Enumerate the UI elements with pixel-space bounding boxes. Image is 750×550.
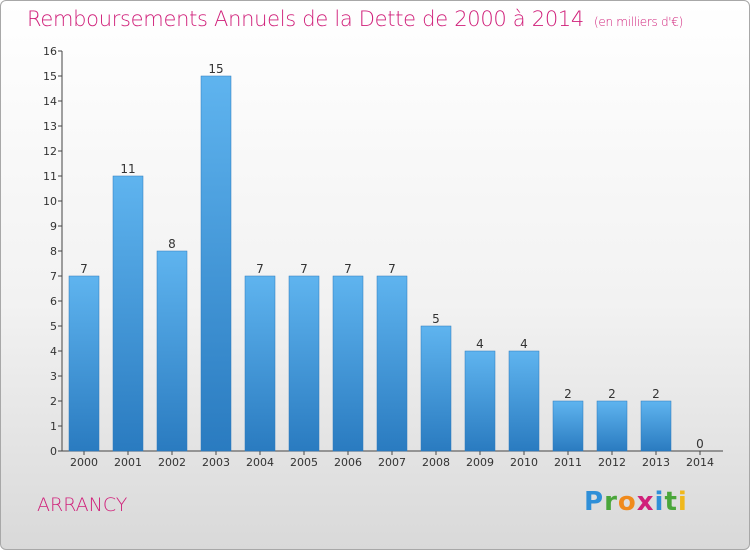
value-label: 5 [432,312,440,326]
bar-2005 [288,275,320,452]
bar-2007 [376,275,408,452]
bar-2003 [200,75,232,452]
y-tick-label: 3 [50,370,57,383]
bar-2002 [156,250,188,452]
x-tick-label: 2006 [334,456,362,469]
y-tick-label: 1 [50,420,57,433]
value-label: 2 [564,387,572,401]
value-label: 2 [608,387,616,401]
y-tick-label: 12 [43,145,57,158]
y-tick-label: 13 [43,120,57,133]
y-tick-label: 7 [50,270,57,283]
x-tick-label: 2010 [510,456,538,469]
x-tick-label: 2001 [114,456,142,469]
bar-2012 [596,400,628,452]
labels: 2000 7 2001 11 2002 8 2003 15 2004 7 2005 7 2006 7 200… [70,62,714,469]
bar-2010 [508,350,540,452]
value-label: 4 [476,337,484,351]
x-tick-label: 2002 [158,456,186,469]
value-label: 2 [652,387,660,401]
value-label: 7 [344,262,352,276]
value-label: 8 [168,237,176,251]
x-tick-label: 2005 [290,456,318,469]
bar-2009 [464,350,496,452]
x-tick-label: 2003 [202,456,230,469]
value-label: 11 [120,162,135,176]
y-tick-label: 16 [43,45,57,58]
value-label: 7 [256,262,264,276]
y-tick-label: 4 [50,345,57,358]
y-tick-label: 10 [43,195,57,208]
y-tick-label: 6 [50,295,57,308]
x-tick-label: 2014 [686,456,714,469]
y-tick-label: 14 [43,95,57,108]
value-label: 7 [300,262,308,276]
x-tick-label: 2004 [246,456,274,469]
value-label: 15 [208,62,223,76]
value-label: 4 [520,337,528,351]
bar-2001 [112,175,144,452]
value-label: 7 [388,262,396,276]
bar-2000 [68,275,100,452]
x-tick-label: 2011 [554,456,582,469]
bar-2013 [640,400,672,452]
x-tick-label: 2012 [598,456,626,469]
y-tick-label: 15 [43,70,57,83]
bar-2008 [420,325,452,452]
value-label: 0 [696,437,704,451]
y-tick-label: 11 [43,170,57,183]
unit-note: (en milliers d'€) [594,15,684,29]
bar-2006 [332,275,364,452]
x-tick-label: 2007 [378,456,406,469]
y-tick-label: 9 [50,220,57,233]
y-tick-label: 8 [50,245,57,258]
proxiti-logo: Proxiti [584,487,688,517]
x-tick-label: 2008 [422,456,450,469]
bar-2011 [552,400,584,452]
x-tick-label: 2013 [642,456,670,469]
bars [68,75,672,452]
x-tick-label: 2000 [70,456,98,469]
bar-2004 [244,275,276,452]
x-tick-label: 2009 [466,456,494,469]
y-tick-label: 0 [50,445,57,458]
commune-name: ARRANCY [37,494,128,516]
value-label: 7 [80,262,88,276]
y-tick-label: 5 [50,320,57,333]
y-tick-label: 2 [50,395,57,408]
chart-title: Remboursements Annuels de la Dette de 20… [27,7,684,31]
